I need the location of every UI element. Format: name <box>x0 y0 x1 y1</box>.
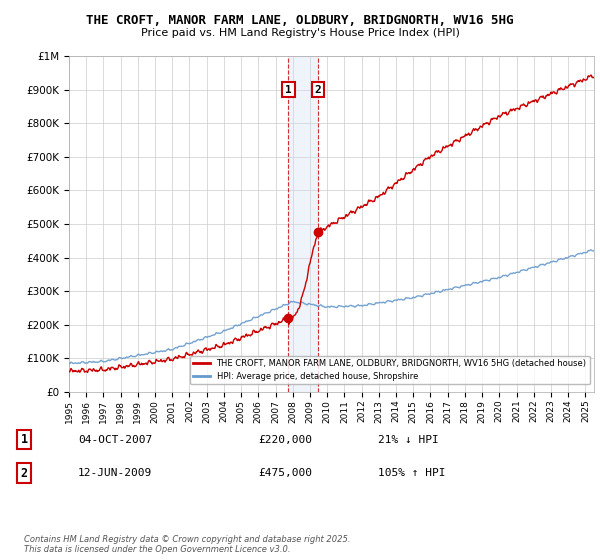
Text: £220,000: £220,000 <box>258 435 312 445</box>
Text: Contains HM Land Registry data © Crown copyright and database right 2025.
This d: Contains HM Land Registry data © Crown c… <box>24 535 350 554</box>
Text: 2: 2 <box>20 466 28 480</box>
Text: 1: 1 <box>285 85 292 95</box>
Text: 2: 2 <box>314 85 321 95</box>
Text: 1: 1 <box>20 433 28 446</box>
Legend: THE CROFT, MANOR FARM LANE, OLDBURY, BRIDGNORTH, WV16 5HG (detached house), HPI:: THE CROFT, MANOR FARM LANE, OLDBURY, BRI… <box>190 356 590 385</box>
Text: 105% ↑ HPI: 105% ↑ HPI <box>378 468 445 478</box>
Text: THE CROFT, MANOR FARM LANE, OLDBURY, BRIDGNORTH, WV16 5HG: THE CROFT, MANOR FARM LANE, OLDBURY, BRI… <box>86 14 514 27</box>
Text: £475,000: £475,000 <box>258 468 312 478</box>
Text: 04-OCT-2007: 04-OCT-2007 <box>78 435 152 445</box>
Text: 21% ↓ HPI: 21% ↓ HPI <box>378 435 439 445</box>
Bar <box>289 56 318 392</box>
Text: 12-JUN-2009: 12-JUN-2009 <box>78 468 152 478</box>
Text: Price paid vs. HM Land Registry's House Price Index (HPI): Price paid vs. HM Land Registry's House … <box>140 28 460 38</box>
